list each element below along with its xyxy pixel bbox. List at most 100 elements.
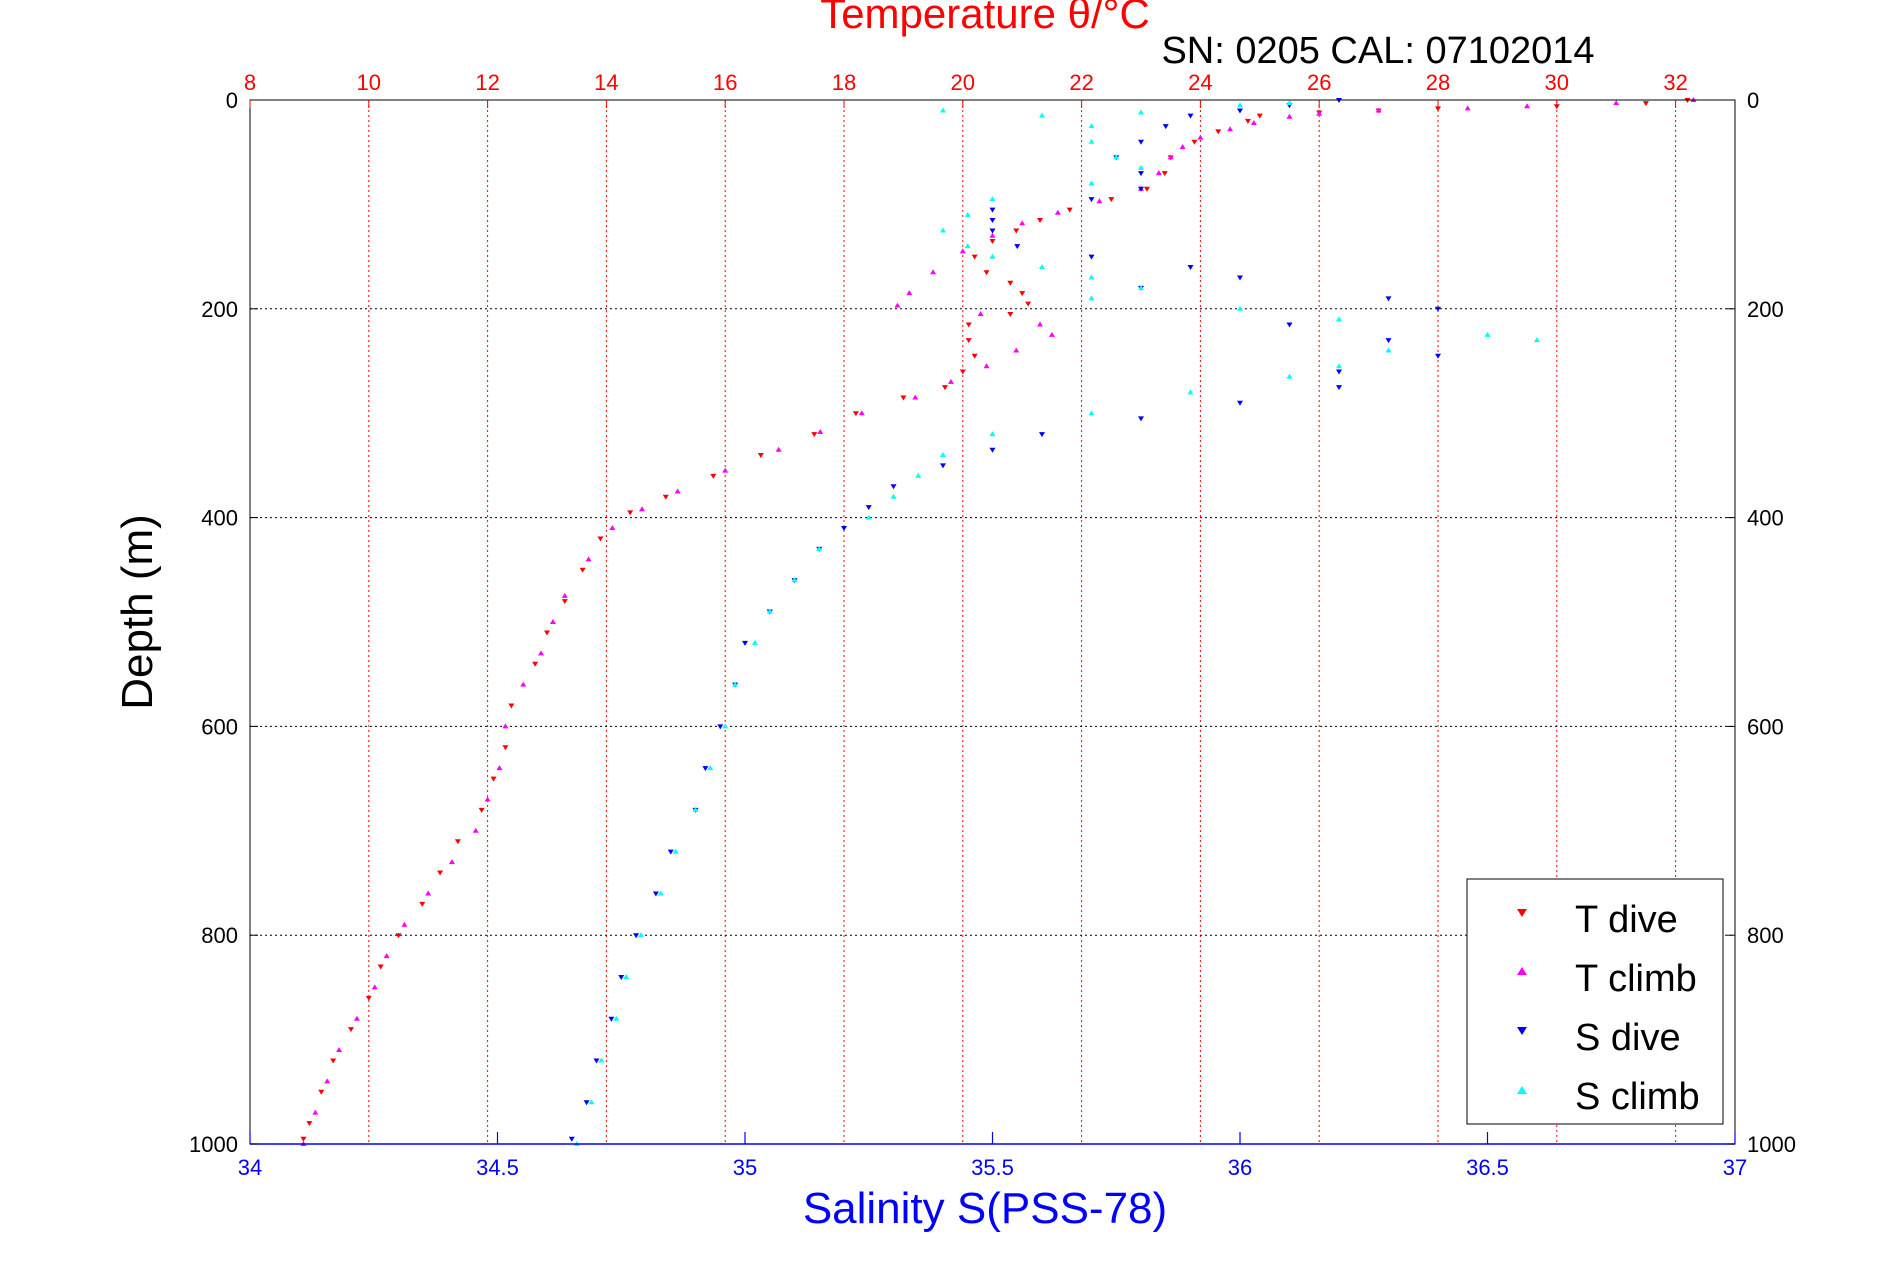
data-point (502, 723, 509, 729)
data-point (983, 270, 990, 276)
data-point (347, 1027, 354, 1033)
data-point (1013, 347, 1020, 353)
data-point (1039, 432, 1045, 438)
data-point (890, 484, 897, 490)
data-point (1336, 385, 1342, 391)
data-point (1138, 416, 1144, 422)
data-point (947, 378, 954, 384)
temperature-tick-label: 8 (244, 70, 256, 95)
data-point (791, 577, 798, 583)
temperature-tick-label: 32 (1663, 70, 1687, 95)
data-point (858, 410, 865, 416)
data-point (1316, 110, 1323, 116)
legend-marker-s-climb (1517, 1086, 1527, 1094)
data-point (532, 661, 539, 667)
data-point (496, 765, 503, 771)
data-point (588, 1099, 595, 1105)
data-point (425, 890, 432, 896)
temperature-tick-label: 22 (1069, 70, 1093, 95)
data-point (900, 395, 907, 401)
data-point (549, 619, 556, 624)
data-point (1613, 100, 1620, 106)
data-point (989, 238, 996, 244)
data-point (1013, 228, 1020, 234)
data-point (1039, 112, 1045, 118)
data-point (667, 849, 674, 855)
data-point (1143, 186, 1150, 192)
salinity-tick-label: 34 (238, 1155, 262, 1180)
data-point (544, 630, 550, 636)
data-point (1019, 291, 1026, 297)
data-point (306, 1121, 313, 1127)
data-point (971, 353, 978, 359)
data-point (940, 451, 946, 457)
data-point (1286, 373, 1293, 379)
legend-marker-t-climb (1517, 967, 1527, 975)
data-point (538, 650, 545, 656)
data-point (971, 254, 978, 260)
data-point (1088, 197, 1095, 203)
data-point (1215, 129, 1222, 135)
data-point (502, 745, 509, 751)
data-point (639, 506, 646, 512)
data-point (1385, 338, 1392, 344)
data-point (330, 1058, 337, 1064)
data-point (965, 338, 972, 344)
data-point (484, 796, 491, 802)
data-point (1138, 171, 1144, 177)
data-point (1385, 296, 1392, 302)
data-point (1007, 280, 1014, 286)
data-point (674, 488, 681, 494)
legend-item: S dive (1517, 1017, 1681, 1059)
data-point (508, 703, 515, 709)
temperature-tick-label: 14 (594, 70, 618, 95)
data-point (561, 599, 568, 605)
data-point (722, 723, 729, 729)
data-point (1336, 369, 1342, 375)
depth-tick-label-right: 0 (1747, 88, 1759, 113)
legend-marker-s-dive (1517, 1027, 1527, 1035)
data-point (395, 933, 402, 939)
series-t-climb (300, 97, 1697, 1146)
data-point (983, 363, 990, 369)
data-point (841, 526, 847, 532)
data-point (852, 411, 859, 417)
data-point (448, 859, 455, 865)
data-point (638, 932, 645, 938)
data-point (324, 1078, 331, 1084)
depth-tick-label-left: 800 (201, 923, 238, 948)
temperature-tick-label: 28 (1426, 70, 1450, 95)
data-point (1088, 254, 1095, 260)
data-point (377, 964, 384, 970)
data-point (383, 953, 390, 959)
data-point (618, 974, 625, 980)
data-point (1167, 154, 1174, 160)
data-point (401, 921, 408, 927)
data-point (300, 1136, 307, 1142)
data-point (1385, 347, 1392, 353)
data-point (1088, 123, 1095, 129)
data-point (989, 207, 996, 213)
data-point (959, 369, 966, 375)
data-point (1138, 164, 1144, 170)
data-point (1138, 186, 1144, 192)
data-point (454, 839, 461, 845)
temperature-tick-label: 30 (1545, 70, 1569, 95)
salinity-tick-label: 36.5 (1466, 1155, 1509, 1180)
data-point (1191, 139, 1198, 145)
data-point (710, 473, 717, 479)
data-point (657, 890, 664, 896)
data-point (609, 525, 616, 531)
data-point (989, 431, 996, 437)
data-point (1007, 312, 1014, 318)
legend: T dive T climb S dive S climb (1466, 878, 1724, 1125)
data-point (890, 493, 897, 499)
x-axis-title: Salinity S(PSS-78) (803, 1184, 1167, 1233)
legend-marker-t-dive (1517, 909, 1527, 917)
data-point (865, 514, 872, 520)
data-point (1138, 284, 1144, 290)
data-point (732, 681, 739, 687)
data-point (989, 218, 996, 224)
data-point (1138, 109, 1144, 115)
